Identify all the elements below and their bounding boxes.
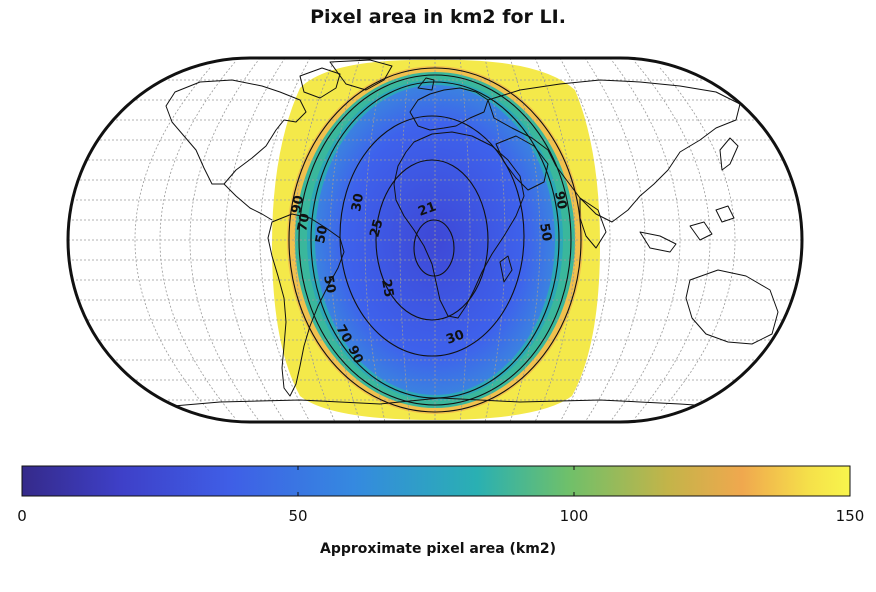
contour-label: 90 <box>551 190 569 210</box>
contour-label: 90 <box>289 194 307 214</box>
contour-label: 25 <box>367 218 386 239</box>
contour-label: 50 <box>536 222 554 242</box>
contour-label: 90 <box>344 343 365 366</box>
colorbar-tick-label: 50 <box>288 507 308 525</box>
contour-label: 70 <box>295 212 313 232</box>
graticule <box>68 58 802 422</box>
colorbar-tick-label: 0 <box>17 507 27 525</box>
colorbar-label: Approximate pixel area (km2) <box>320 541 556 557</box>
contour-label: 50 <box>313 224 331 244</box>
contour-label: 30 <box>444 327 466 347</box>
contour-label-group: 21 25 25 30 30 50 50 50 70 70 90 90 90 <box>289 190 569 366</box>
colorbar-ticks <box>297 466 575 496</box>
colorbar-tick-label: 150 <box>835 507 865 525</box>
colorbar-tick-label: 100 <box>559 507 589 525</box>
contour-label: 50 <box>320 274 338 294</box>
coastlines <box>149 59 802 409</box>
contour-label: 30 <box>349 192 367 212</box>
contour-label: 25 <box>378 278 396 298</box>
page-title: Pixel area in km2 for LI. <box>310 6 566 28</box>
contour-label: 21 <box>416 199 438 219</box>
colorbar <box>21 465 851 497</box>
globe-outline <box>66 56 804 424</box>
